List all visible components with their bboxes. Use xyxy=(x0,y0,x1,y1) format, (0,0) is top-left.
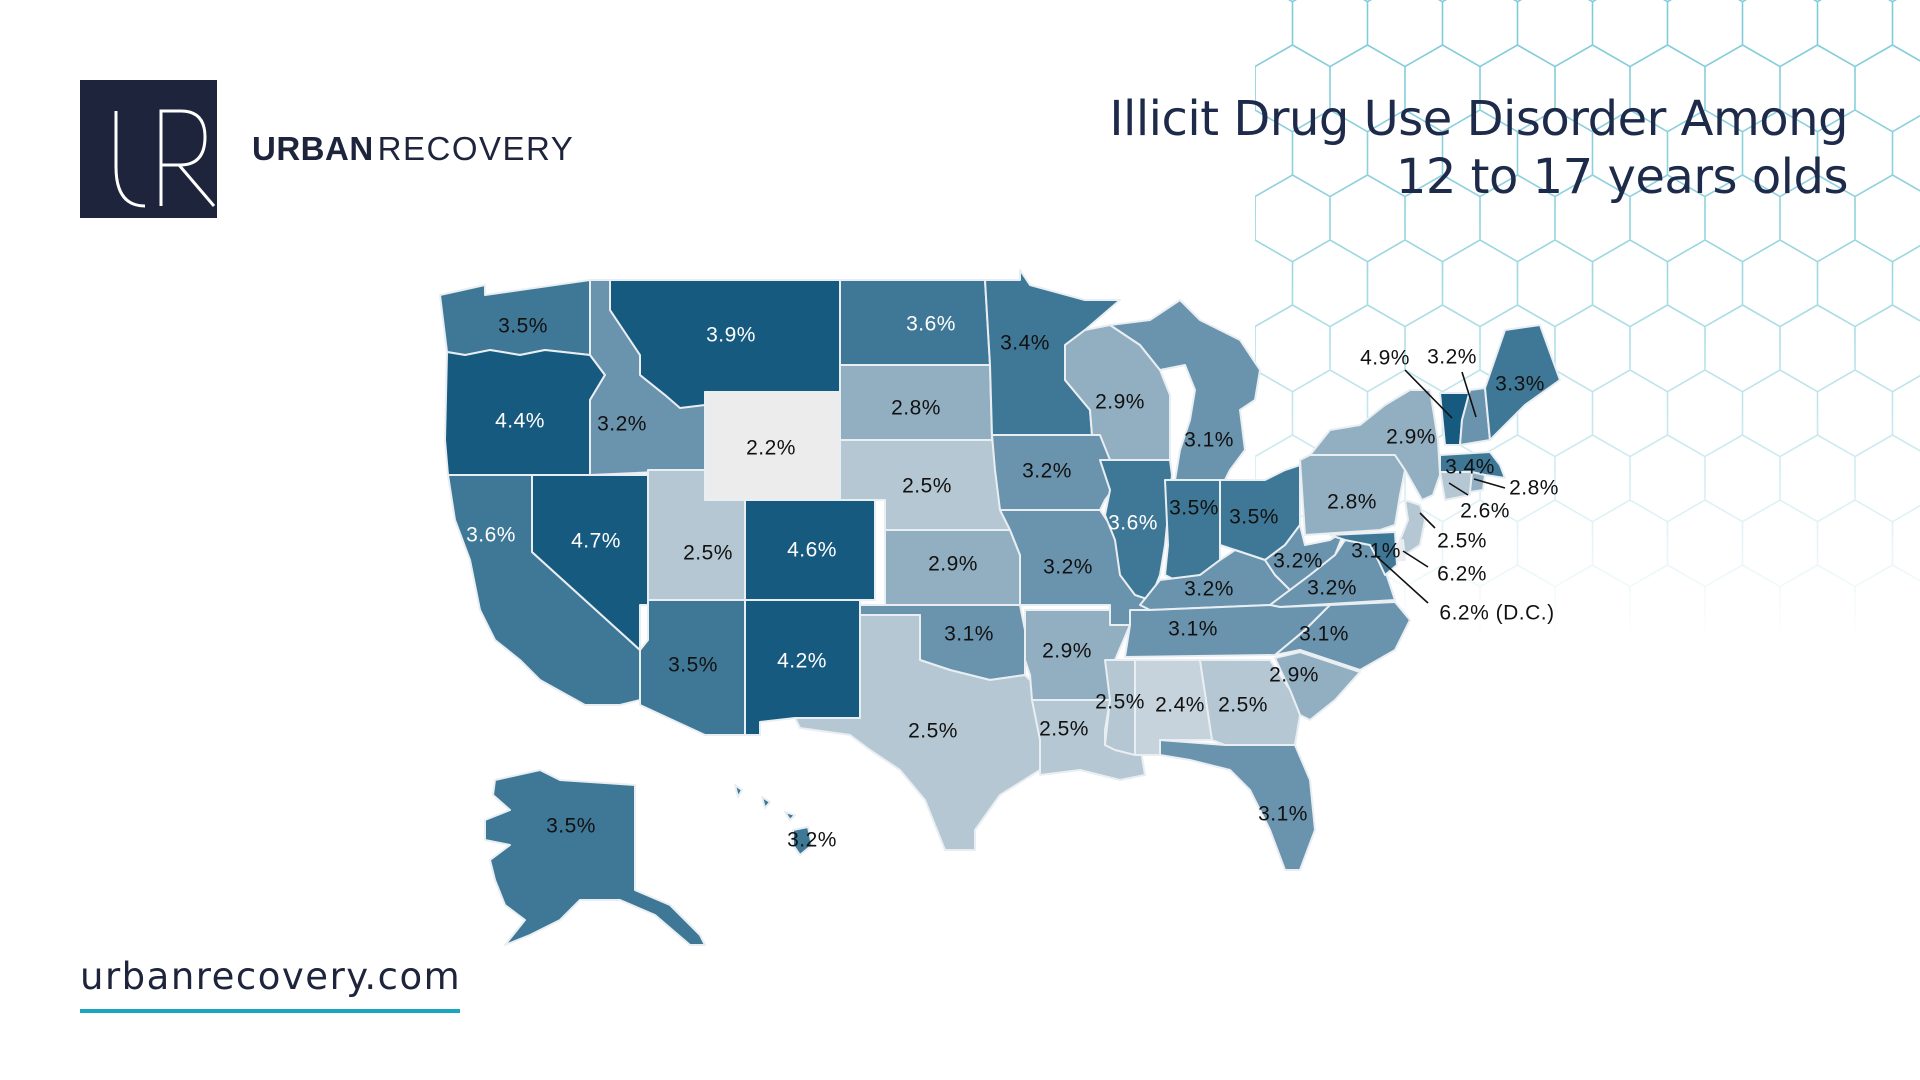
state-la[interactable] xyxy=(1031,699,1146,781)
label-ok: 3.1% xyxy=(944,623,994,646)
label-hi: 3.2% xyxy=(787,829,837,852)
state-md[interactable] xyxy=(1329,531,1398,576)
website-url[interactable]: urbanrecovery.com xyxy=(80,955,462,998)
label-ky: 3.2% xyxy=(1184,578,1234,601)
label-tx: 2.5% xyxy=(908,720,958,743)
label-ks: 2.9% xyxy=(928,553,978,576)
leader-ct xyxy=(1448,482,1469,496)
leader-vt xyxy=(1404,369,1453,419)
state-wi[interactable] xyxy=(1064,324,1171,461)
label-va: 3.2% xyxy=(1307,577,1357,600)
leader-de xyxy=(1402,550,1429,568)
state-nj[interactable] xyxy=(1399,499,1426,556)
label-id: 3.2% xyxy=(597,413,647,436)
state-mi[interactable] xyxy=(1109,299,1261,481)
state-labels: 3.5% 4.4% 3.6% 4.7% 3.2% 3.9% 2.2% 2.5% … xyxy=(466,313,1559,852)
state-ga[interactable] xyxy=(1199,659,1301,746)
label-vt: 4.9% xyxy=(1360,347,1410,370)
label-pa: 2.8% xyxy=(1327,491,1377,514)
label-mi: 3.1% xyxy=(1184,429,1234,452)
state-nc[interactable] xyxy=(1274,601,1411,671)
leader-nh xyxy=(1461,371,1477,418)
leader-nj xyxy=(1419,512,1436,529)
chart-title: Illicit Drug Use Disorder Among 12 to 17… xyxy=(1109,90,1848,206)
label-ga: 2.5% xyxy=(1218,694,1268,717)
state-hi[interactable] xyxy=(734,784,813,856)
label-ne: 2.5% xyxy=(902,475,952,498)
label-ia: 3.2% xyxy=(1022,460,1072,483)
state-ia[interactable] xyxy=(991,434,1121,511)
label-wi: 2.9% xyxy=(1095,391,1145,414)
label-mo: 3.2% xyxy=(1043,556,1093,579)
title-line-2: 12 to 17 years olds xyxy=(1395,149,1849,205)
url-underline xyxy=(80,1009,460,1013)
label-dc: 6.2% (D.C.) xyxy=(1439,602,1554,625)
label-mn: 3.4% xyxy=(1000,332,1050,355)
label-al: 2.4% xyxy=(1155,694,1205,717)
label-ms: 2.5% xyxy=(1095,691,1145,714)
label-az: 3.5% xyxy=(668,654,718,677)
brand-name-bold: URBAN xyxy=(252,130,374,167)
label-ca: 3.6% xyxy=(466,524,516,547)
state-me[interactable] xyxy=(1484,324,1561,441)
label-ny: 2.9% xyxy=(1386,426,1436,449)
label-nv: 4.7% xyxy=(571,530,621,553)
leader-lines xyxy=(1374,369,1506,604)
logo-monogram xyxy=(80,80,217,218)
state-tx[interactable] xyxy=(794,614,1041,851)
state-ny[interactable] xyxy=(1309,389,1441,501)
label-nd: 3.6% xyxy=(906,313,956,336)
label-il: 3.6% xyxy=(1108,512,1158,535)
label-ak: 3.5% xyxy=(546,815,596,838)
label-or: 4.4% xyxy=(495,410,545,433)
label-co: 4.6% xyxy=(787,539,837,562)
state-shapes xyxy=(439,269,1561,946)
state-il[interactable] xyxy=(1099,459,1173,601)
state-fl[interactable] xyxy=(1159,739,1316,871)
label-tn: 3.1% xyxy=(1168,618,1218,641)
label-ar: 2.9% xyxy=(1042,640,1092,663)
label-ut: 2.5% xyxy=(683,542,733,565)
label-nj: 2.5% xyxy=(1437,530,1487,553)
label-wv: 3.2% xyxy=(1273,550,1323,573)
state-ri[interactable] xyxy=(1469,471,1486,493)
label-mt: 3.9% xyxy=(706,324,756,347)
label-nm: 4.2% xyxy=(777,650,827,673)
state-co[interactable] xyxy=(744,499,876,601)
label-fl: 3.1% xyxy=(1258,803,1308,826)
label-nh: 3.2% xyxy=(1427,346,1477,369)
label-sd: 2.8% xyxy=(891,397,941,420)
label-sc: 2.9% xyxy=(1269,664,1319,687)
label-wy: 2.2% xyxy=(746,437,796,460)
leader-ri xyxy=(1473,478,1506,489)
brand-name: URBAN RECOVERY xyxy=(252,130,574,168)
label-md: 3.1% xyxy=(1351,540,1401,563)
label-nc: 3.1% xyxy=(1299,623,1349,646)
state-nh[interactable] xyxy=(1459,387,1491,446)
title-line-1: Illicit Drug Use Disorder Among xyxy=(1109,91,1848,147)
state-ak[interactable] xyxy=(484,769,706,946)
brand-name-light: RECOVERY xyxy=(377,130,575,167)
ur-monogram-icon xyxy=(114,109,216,208)
label-ri: 2.8% xyxy=(1509,477,1559,500)
label-in: 3.5% xyxy=(1169,497,1219,520)
label-de: 6.2% xyxy=(1437,563,1487,586)
label-me: 3.3% xyxy=(1495,373,1545,396)
label-la: 2.5% xyxy=(1039,718,1089,741)
label-ct: 2.6% xyxy=(1460,500,1510,523)
label-oh: 3.5% xyxy=(1229,506,1279,529)
leader-dc xyxy=(1374,554,1429,604)
label-wa: 3.5% xyxy=(498,315,548,338)
label-ma: 3.4% xyxy=(1445,456,1495,479)
